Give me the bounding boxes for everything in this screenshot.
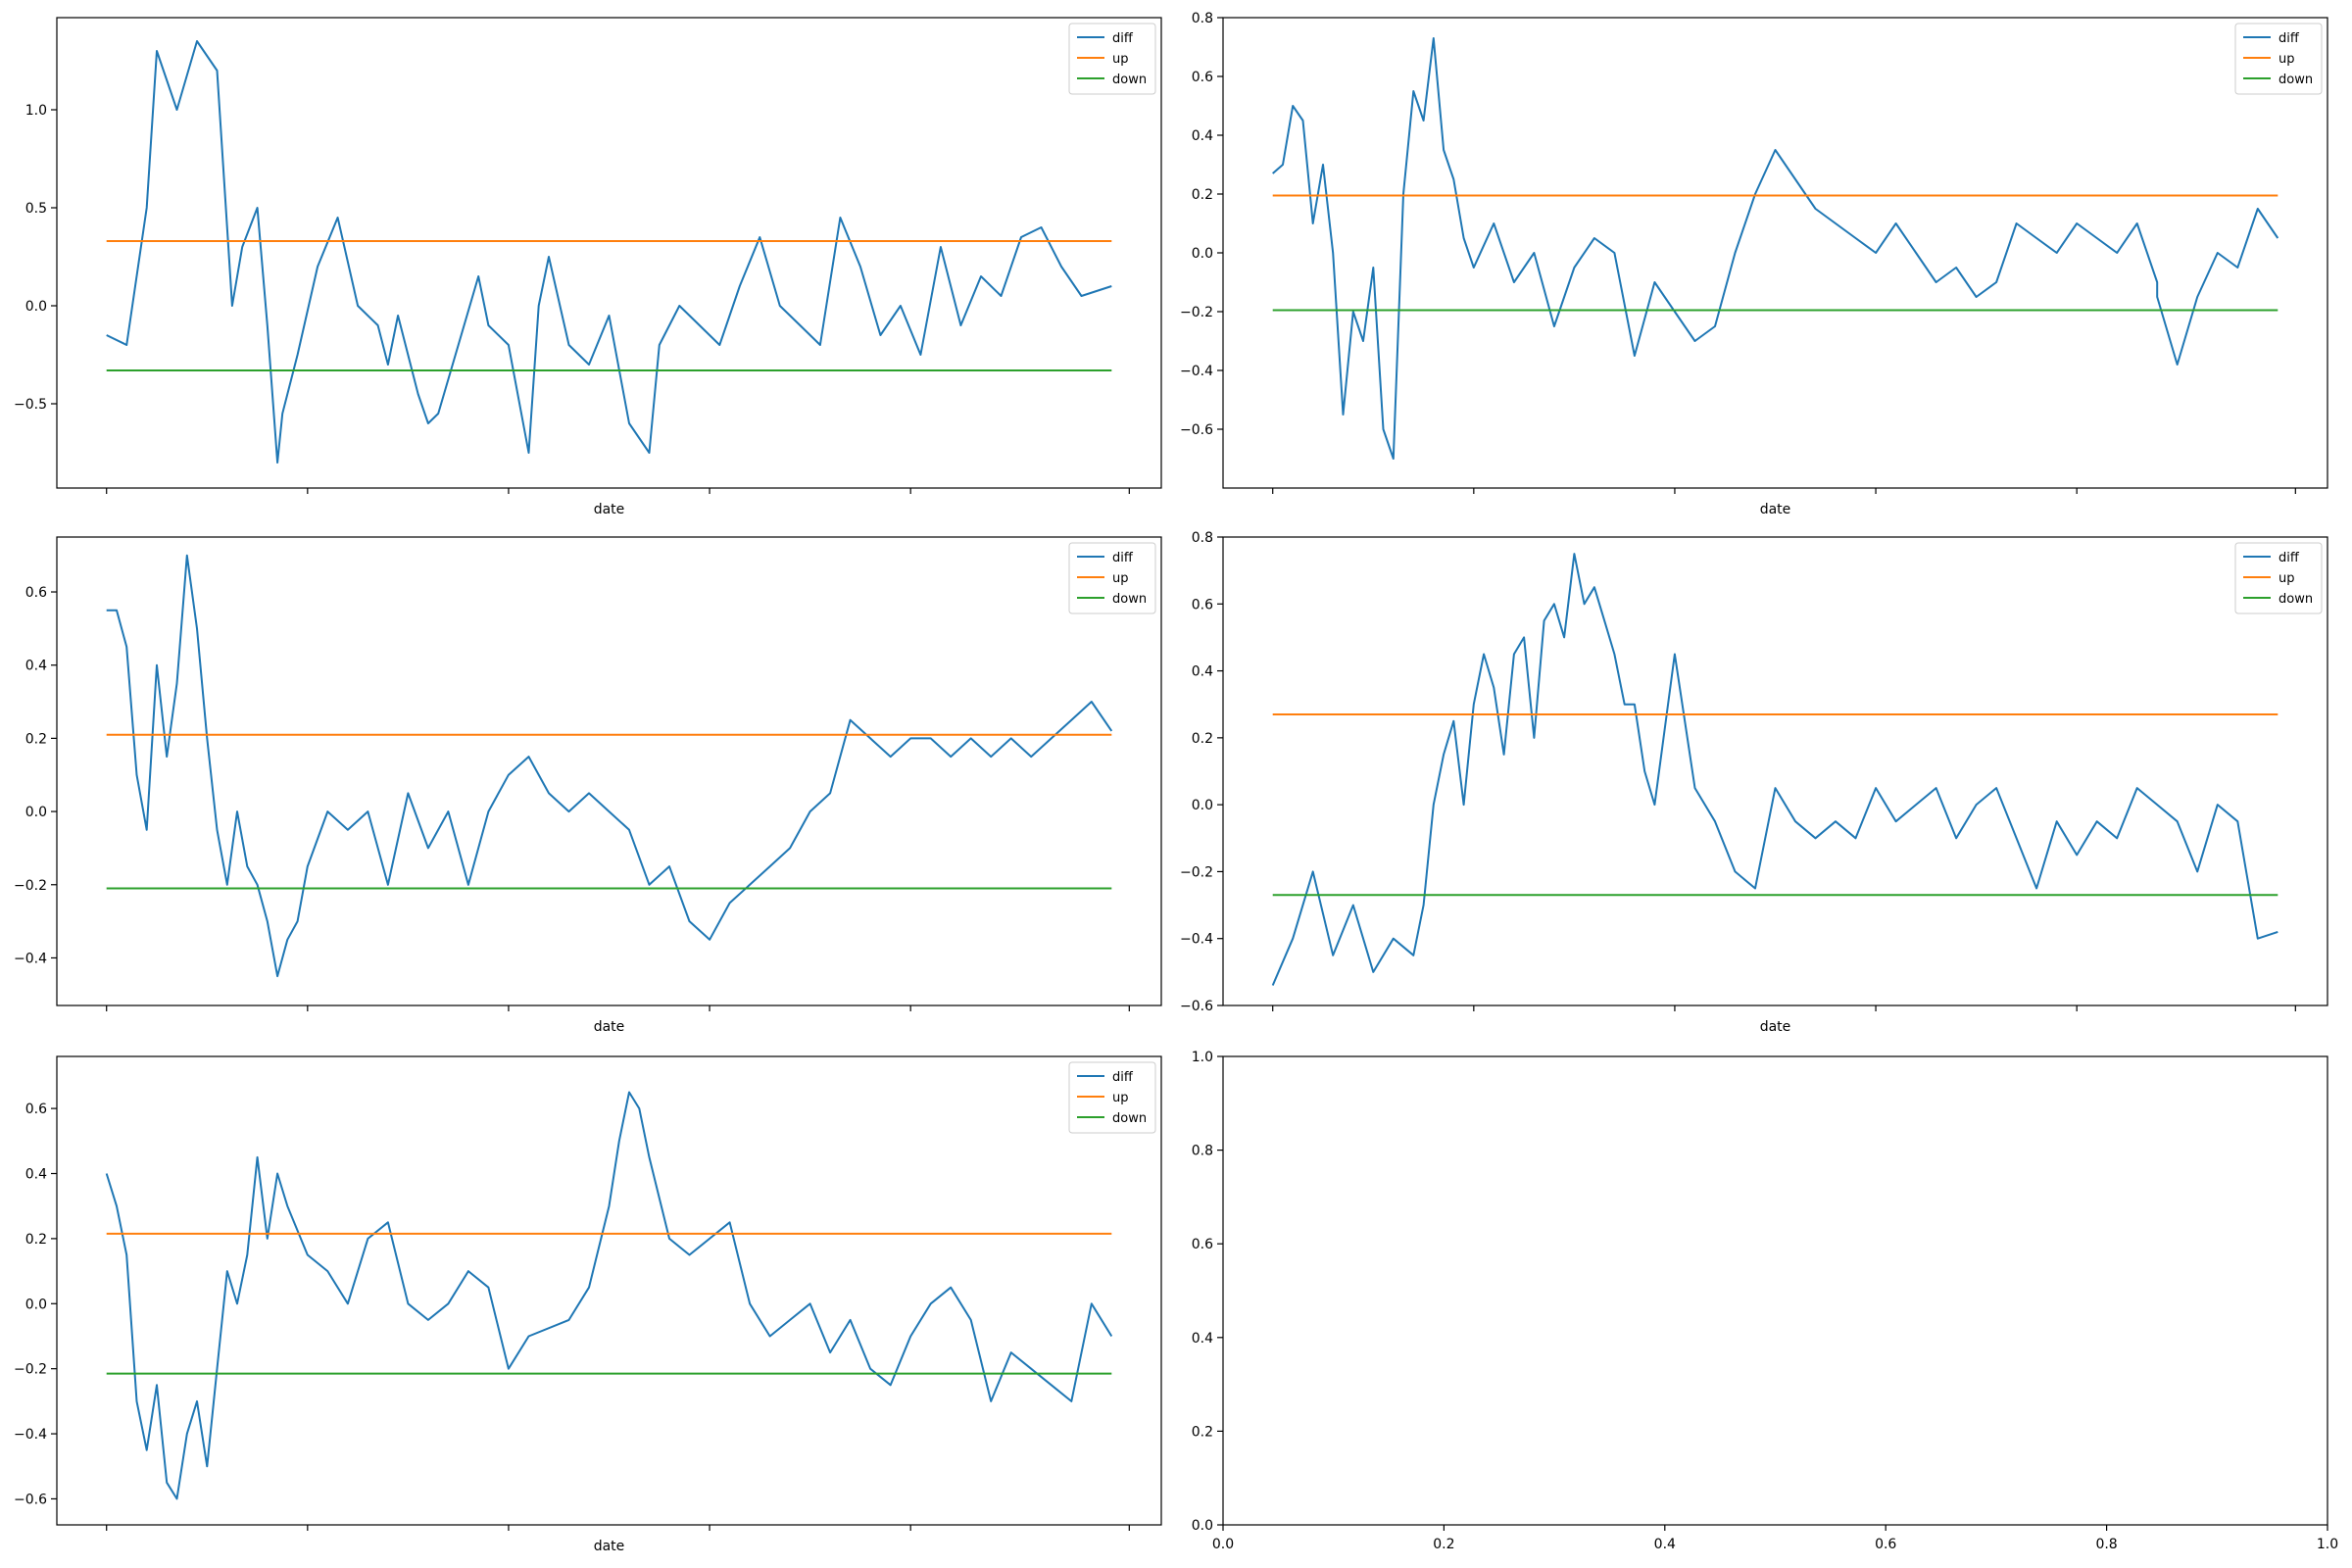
legend-label-diff: diff	[1112, 551, 1134, 565]
legend-label-diff: diff	[1112, 31, 1134, 46]
y-tick-label: 0.6	[1192, 70, 1213, 85]
series-line-diff	[1271, 553, 2278, 986]
axes-frame	[1222, 536, 2328, 1006]
y-tick-label: 1.0	[1192, 1050, 1213, 1065]
y-tick-label: 0.0	[25, 1297, 47, 1312]
y-tick-label: −0.2	[1180, 305, 1213, 320]
legend: diff up down	[1068, 1061, 1156, 1134]
legend-label-up: up	[1112, 571, 1129, 586]
legend-label-up: up	[2278, 571, 2295, 586]
y-tick-label: 0.2	[1192, 187, 1213, 203]
chart-panel-1: −0.5 0.0 0.5 1.0 date diff up down	[14, 17, 1162, 517]
x-tick-label: 0.8	[2095, 1537, 2117, 1552]
y-tick-label: 0.2	[1192, 1424, 1213, 1440]
y-tick-label: 0.2	[25, 1232, 47, 1248]
chart-panel-6: 0.0 0.2 0.4 0.6 0.8 1.0 0.0 0.2 0.4 0.6 0.8 1.0	[1192, 1050, 2338, 1552]
y-tick-label: 0.4	[1192, 1331, 1213, 1347]
y-tick-label: 0.8	[1192, 1144, 1213, 1159]
y-tick-label: −0.6	[1180, 999, 1213, 1014]
legend-label-diff: diff	[2278, 551, 2300, 565]
y-tick-label: 0.2	[1192, 731, 1213, 747]
y-tick-label: 0.4	[1192, 128, 1213, 144]
x-axis-label: date	[594, 502, 625, 517]
y-tick-label: −0.2	[14, 878, 47, 894]
y-tick-label: −0.5	[14, 397, 47, 413]
y-tick-label: 0.0	[25, 805, 47, 820]
x-tick-label: 0.4	[1654, 1537, 1676, 1552]
y-tick-label: −0.4	[14, 951, 47, 966]
x-tick-label: 0.6	[1875, 1537, 1896, 1552]
x-axis-label: date	[1760, 502, 1791, 517]
y-tick-label: 0.2	[25, 731, 47, 747]
chart-panel-5: −0.6 −0.4 −0.2 0.0 0.2 0.4 0.6 date diff up down	[14, 1055, 1162, 1554]
legend-label-diff: diff	[2278, 31, 2300, 46]
y-tick-label: 0.6	[1192, 597, 1213, 612]
axes-frame	[56, 17, 1162, 489]
series-line-diff	[106, 40, 1112, 464]
y-tick-label: −0.4	[14, 1427, 47, 1443]
axes-frame	[56, 1055, 1162, 1526]
y-tick-label: 0.4	[1192, 664, 1213, 680]
y-tick-label: −0.2	[14, 1362, 47, 1378]
chart-panel-3: −0.4 −0.2 0.0 0.2 0.4 0.6 date diff up down	[14, 536, 1162, 1035]
y-tick-label: 0.0	[25, 299, 47, 315]
legend: diff up down	[1068, 542, 1156, 614]
y-tick-label: −0.4	[1180, 932, 1213, 948]
y-tick-label: 0.6	[25, 1102, 47, 1117]
y-tick-label: 0.4	[25, 659, 47, 674]
y-tick-label: 0.0	[1192, 1518, 1213, 1534]
legend-box	[1068, 542, 1156, 614]
chart-panel-2: −0.6 −0.4 −0.2 0.0 0.2 0.4 0.6 0.8 date diff up dow…	[1180, 11, 2328, 517]
legend-label-down: down	[1112, 1111, 1147, 1126]
x-axis-label: date	[1760, 1019, 1791, 1035]
legend-label-down: down	[2278, 592, 2313, 607]
legend-label-down: down	[1112, 73, 1147, 87]
y-tick-label: −0.4	[1180, 364, 1213, 379]
legend-box	[2234, 542, 2323, 614]
x-tick-label: 1.0	[2317, 1537, 2338, 1552]
y-tick-label: −0.2	[1180, 864, 1213, 880]
legend-box	[1068, 1061, 1156, 1134]
y-tick-label: 0.8	[1192, 530, 1213, 546]
chart-panel-4: −0.6 −0.4 −0.2 0.0 0.2 0.4 0.6 0.8 date diff up dow…	[1180, 530, 2328, 1035]
legend-label-down: down	[2278, 73, 2313, 87]
y-tick-label: 1.0	[25, 103, 47, 119]
y-tick-label: −0.6	[14, 1492, 47, 1507]
x-axis-label: date	[594, 1539, 625, 1554]
axes-frame	[1222, 1055, 2328, 1526]
y-tick-label: 0.8	[1192, 11, 1213, 26]
legend-box	[2234, 23, 2323, 95]
legend-label-up: up	[1112, 1091, 1129, 1105]
y-tick-label: 0.0	[1192, 246, 1213, 262]
legend-box	[1068, 23, 1156, 95]
y-tick-label: 0.4	[25, 1167, 47, 1183]
y-tick-label: −0.6	[1180, 422, 1213, 438]
legend-label-down: down	[1112, 592, 1147, 607]
legend: diff up down	[2234, 23, 2323, 95]
legend-label-up: up	[1112, 52, 1129, 67]
legend-label-diff: diff	[1112, 1070, 1134, 1085]
series-line-diff	[105, 1091, 1113, 1500]
series-line-diff	[1272, 37, 2279, 460]
y-tick-label: 0.6	[1192, 1237, 1213, 1252]
axes-frame	[56, 536, 1162, 1006]
legend-label-up: up	[2278, 52, 2295, 67]
y-tick-label: 0.0	[1192, 798, 1213, 813]
series-line-diff	[106, 554, 1113, 978]
y-tick-label: 0.5	[25, 201, 47, 217]
legend: diff up down	[2234, 542, 2323, 614]
x-tick-label: 0.0	[1212, 1537, 1234, 1552]
x-axis-label: date	[594, 1019, 625, 1035]
x-tick-label: 0.2	[1433, 1537, 1454, 1552]
y-tick-label: 0.6	[25, 585, 47, 601]
legend: diff up down	[1068, 23, 1156, 95]
